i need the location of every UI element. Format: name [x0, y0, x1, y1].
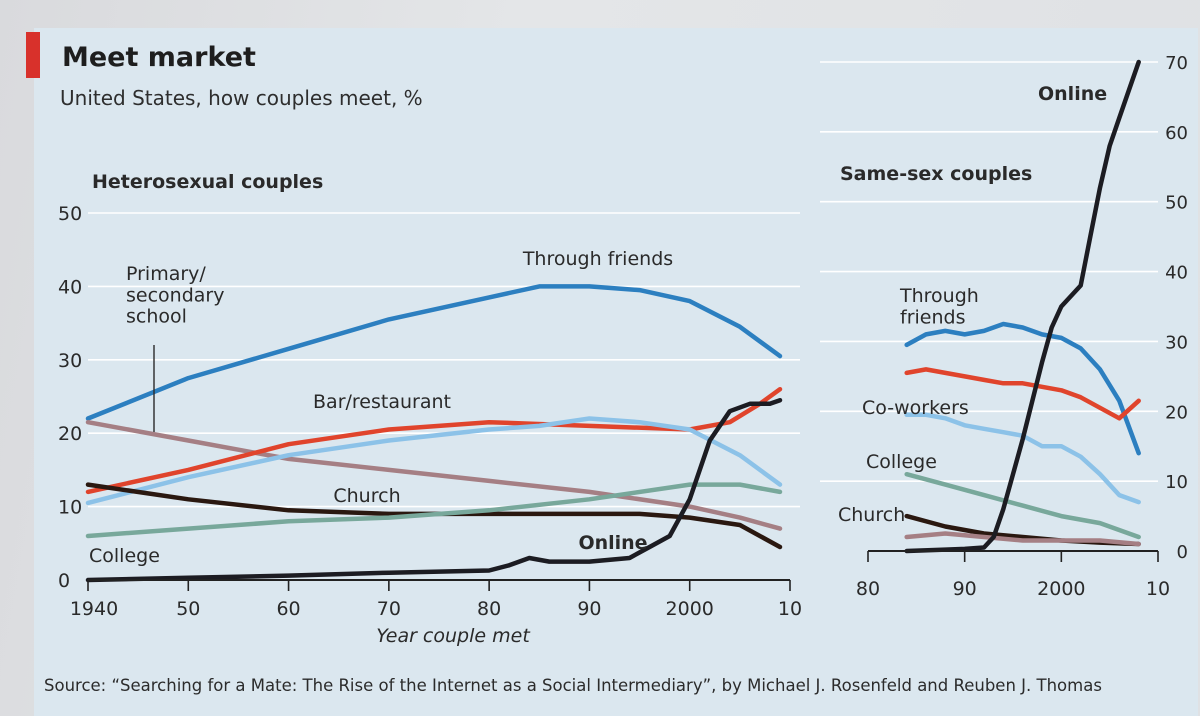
label-ss-co-workers: Co-workers [862, 397, 969, 419]
left-series-college [85, 482, 783, 539]
label-het-primary-secondary-school: Primary/secondary school [126, 263, 224, 328]
right-series-through-friends [904, 321, 1141, 456]
left-y-tick-label-0: 0 [58, 570, 70, 592]
left-x-tick-label-2010: 10 [778, 598, 802, 620]
right-y-tick-label-40: 40 [1165, 263, 1188, 284]
accent-bar [26, 32, 40, 78]
left-series-through-friends [85, 284, 783, 421]
right-y-tick-label-10: 10 [1165, 472, 1188, 493]
label-het-through-friends: Through friends [522, 248, 673, 270]
left-x-tick-label-1970: 70 [377, 598, 401, 620]
chart-subtitle: United States, how couples meet, % [60, 86, 423, 110]
right-series-mauve-series [904, 531, 1141, 547]
left-x-tick-label-2000: 2000 [666, 598, 714, 620]
left-series-church [85, 482, 783, 550]
series-lines [85, 59, 1141, 583]
right-series-teal-series [904, 471, 1141, 540]
right-y-tick-label-70: 70 [1165, 53, 1188, 74]
left-y-tick-label-10: 10 [58, 497, 82, 519]
left-series-primary-secondary-school [85, 419, 783, 531]
label-ss-church: Church [838, 504, 905, 526]
chart-panel [34, 28, 1198, 716]
right-x-tick-label-1980: 80 [856, 578, 880, 600]
label-het-college: College [89, 545, 160, 567]
left-x-tick-label-1950: 50 [176, 598, 200, 620]
right-x-tick-label-2010: 10 [1146, 578, 1170, 600]
label-het-bar-restaurant: Bar/restaurant [313, 391, 451, 413]
right-y-tick-label-20: 20 [1165, 402, 1188, 423]
source-note: Source: “Searching for a Mate: The Rise … [44, 676, 1102, 695]
chart-labels: 0 10 20 30 40 50 1940 50 60 70 80 90 2000 10 0 10 20 30 40… [58, 53, 1188, 647]
label-het-online: Online [578, 532, 647, 554]
right-y-tick-label-0: 0 [1177, 542, 1188, 563]
chart-title: Meet market [62, 42, 256, 73]
right-panel-title: Same-sex couples [840, 163, 1032, 185]
label-het-church: Church [333, 485, 400, 507]
left-y-tick-label-20: 20 [58, 423, 82, 445]
left-panel-title: Heterosexual couples [92, 171, 323, 193]
left-x-tick-label-1990: 90 [577, 598, 601, 620]
right-series-online [904, 59, 1141, 554]
label-ss-college: College [866, 451, 937, 473]
label-ss-online: Online [1038, 83, 1107, 105]
right-x-tick-label-1990: 90 [953, 578, 977, 600]
right-y-tick-label-30: 30 [1165, 332, 1188, 353]
right-y-tick-label-50: 50 [1165, 193, 1188, 214]
left-x-tick-label-1980: 80 [477, 598, 501, 620]
left-y-tick-label-40: 40 [58, 276, 82, 298]
axes [87, 550, 1159, 591]
left-y-tick-label-30: 30 [58, 350, 82, 372]
left-y-tick-label-50: 50 [58, 203, 82, 225]
left-series-online [85, 397, 783, 583]
right-series-college [904, 412, 1141, 505]
left-x-tick-label-1960: 60 [276, 598, 300, 620]
x-axis-title: Year couple met [376, 625, 531, 647]
gridlines [88, 61, 1158, 508]
label-ss-through-friends: Through friends [899, 285, 979, 328]
left-x-tick-label-1940: 1940 [70, 598, 118, 620]
right-x-tick-label-2000: 2000 [1037, 578, 1085, 600]
right-series-co-workers [904, 367, 1141, 421]
right-y-tick-label-60: 60 [1165, 123, 1188, 144]
left-series-co-workers [85, 416, 783, 506]
